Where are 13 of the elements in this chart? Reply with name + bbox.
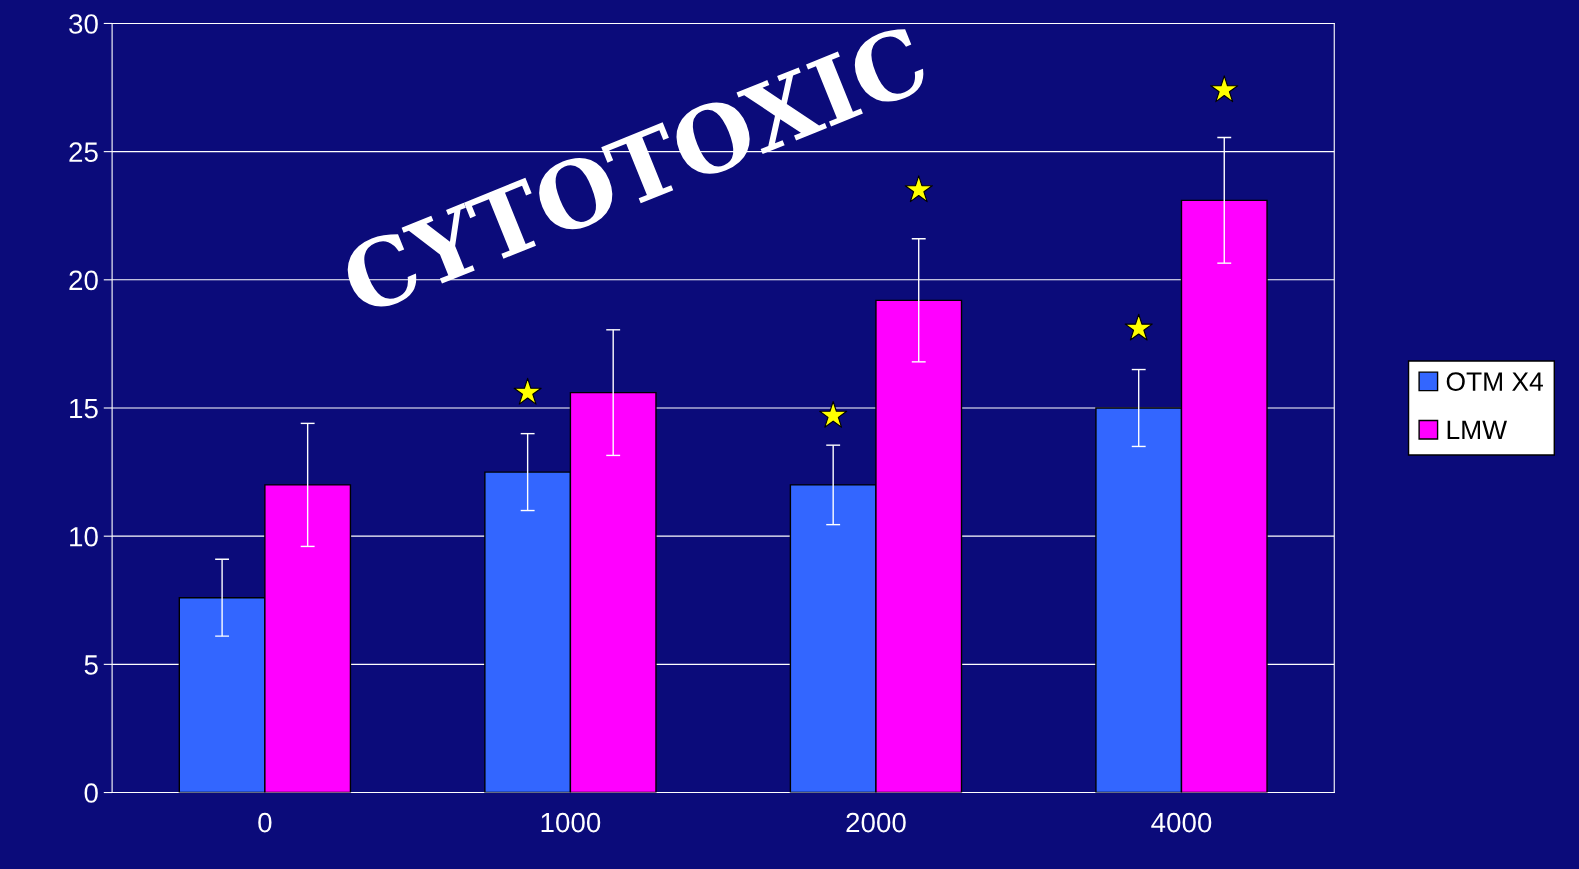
x-tick-label: 2000	[846, 812, 906, 833]
y-tick-label: 20	[69, 270, 98, 291]
y-tick-label: 30	[69, 14, 98, 34]
y-tick-label: 0	[84, 783, 98, 803]
y-tick-label: 10	[70, 526, 98, 547]
y-tick-label: 25	[69, 142, 98, 162]
legend-label: LMW	[1447, 420, 1507, 439]
x-tick-label: 1000	[541, 812, 601, 833]
y-tick-label: 5	[84, 655, 98, 675]
x-tick-label: 0	[258, 812, 272, 833]
y-tick-label: 15	[70, 398, 98, 419]
legend-label: OTM X4	[1446, 372, 1543, 391]
x-tick-label: 4000	[1151, 812, 1212, 833]
